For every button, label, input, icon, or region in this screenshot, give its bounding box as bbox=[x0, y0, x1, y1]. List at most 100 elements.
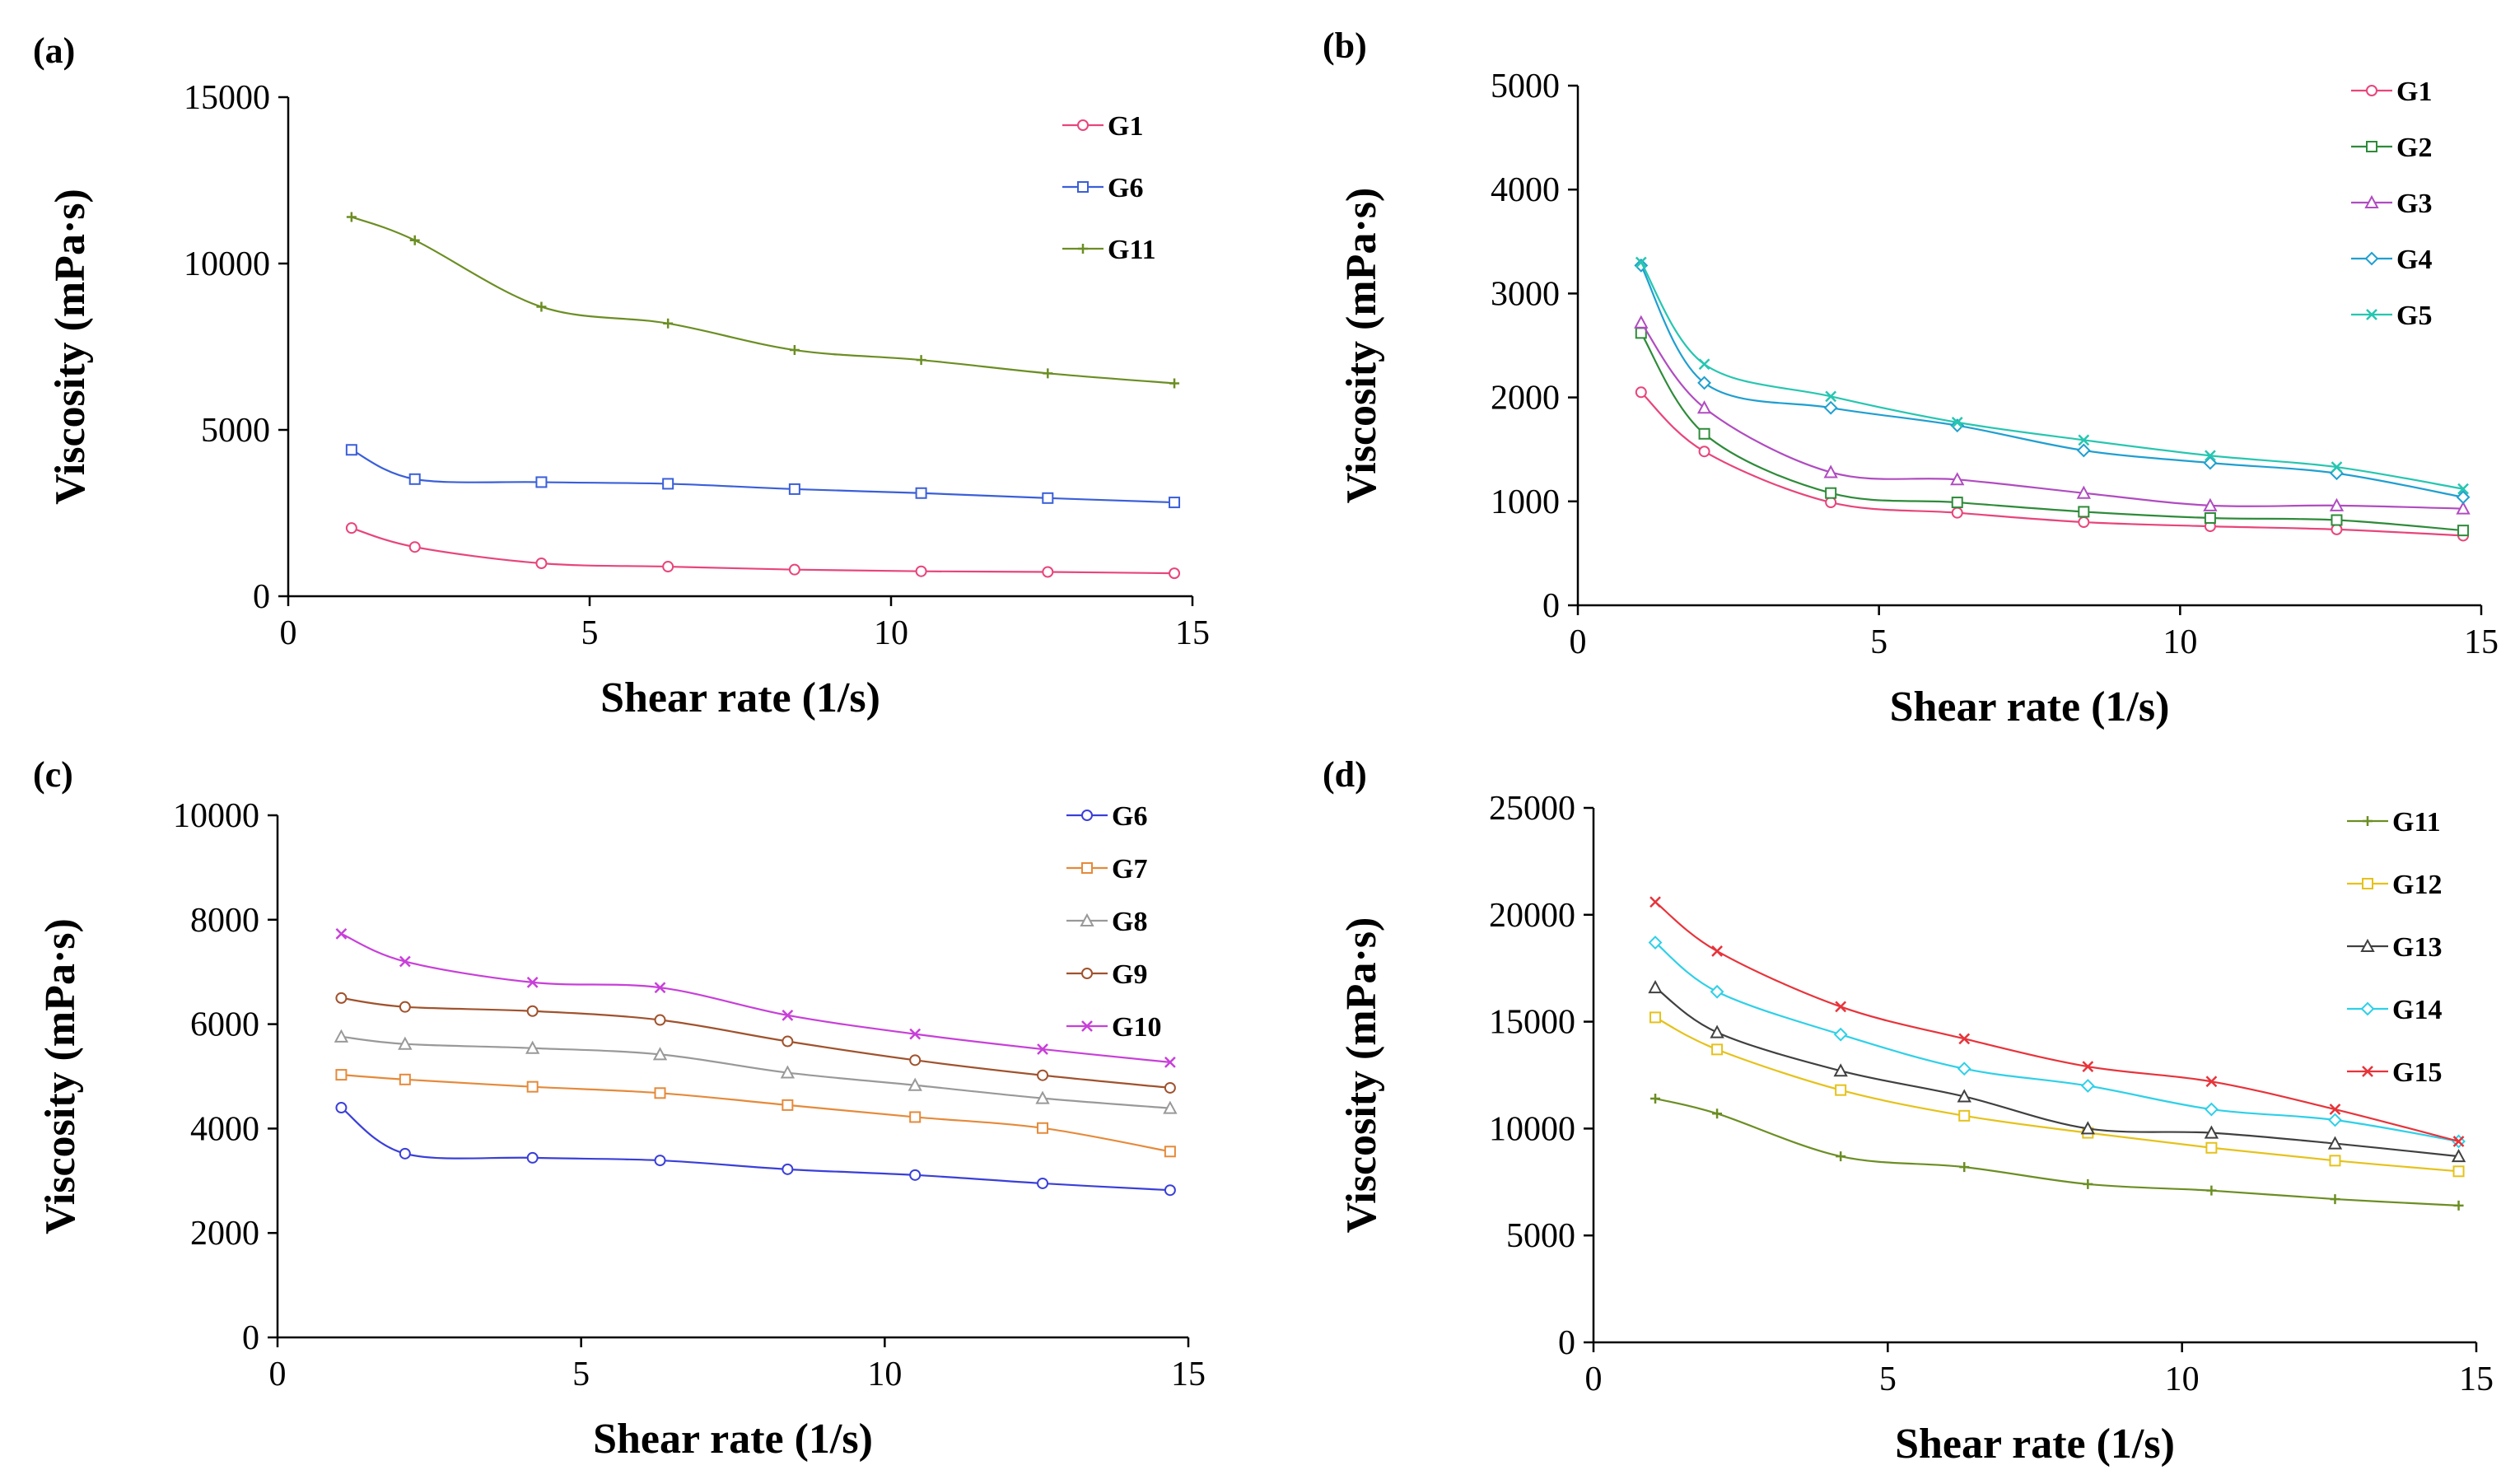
data-point bbox=[1697, 376, 1711, 390]
x-tick-label: 15 bbox=[1175, 614, 1210, 652]
series-g7 bbox=[335, 1069, 1176, 1158]
y-tick-label: 10000 bbox=[173, 797, 259, 835]
data-point bbox=[1042, 492, 1054, 504]
y-tick-label: 25000 bbox=[1489, 790, 1575, 828]
data-point bbox=[2205, 450, 2216, 462]
data-point bbox=[2457, 483, 2469, 495]
legend-label: G5 bbox=[2396, 301, 2432, 331]
data-point bbox=[1696, 400, 1712, 414]
data-point bbox=[1635, 256, 1647, 268]
series-line bbox=[351, 527, 1175, 575]
legend-marker bbox=[1081, 968, 1093, 979]
legend-item-g6: G6 bbox=[1066, 801, 1147, 832]
legend-label: G1 bbox=[2396, 77, 2432, 107]
series-g2 bbox=[1635, 327, 2470, 537]
data-point bbox=[1698, 358, 1710, 371]
data-point bbox=[1164, 1184, 1176, 1197]
data-point bbox=[1833, 1027, 1848, 1042]
legend-marker bbox=[2360, 1001, 2375, 1016]
series-line bbox=[1640, 264, 2464, 498]
x-axis-title: Shear rate (1/s) bbox=[593, 1416, 873, 1463]
legend-label: G14 bbox=[2392, 995, 2442, 1025]
data-point bbox=[1634, 315, 1649, 329]
data-point bbox=[1164, 1146, 1176, 1158]
y-tick-label: 1000 bbox=[1491, 483, 1560, 521]
data-point bbox=[1835, 1084, 1847, 1096]
data-point bbox=[1649, 896, 1661, 908]
x-tick-label: 0 bbox=[1570, 623, 1587, 661]
legend-item-g7: G7 bbox=[1066, 854, 1147, 884]
legend-label: G13 bbox=[2392, 932, 2442, 963]
x-tick-label: 15 bbox=[2459, 1360, 2494, 1398]
data-point bbox=[1957, 1062, 1971, 1076]
chart-panel-a: (a) 0 5000 10000 15000 0 5 10 15 Shear rate (1/s)… bbox=[33, 30, 1210, 721]
y-axis-title: Viscosity (mPa·s) bbox=[1338, 917, 1385, 1234]
data-point bbox=[1825, 390, 1837, 403]
legend-label: G11 bbox=[2392, 807, 2441, 838]
y-tick-label: 2000 bbox=[1491, 380, 1560, 418]
data-point bbox=[1951, 497, 1963, 509]
data-point bbox=[1951, 506, 1963, 519]
data-point bbox=[535, 476, 548, 488]
x-tick-label: 10 bbox=[874, 614, 908, 652]
data-point bbox=[335, 1069, 348, 1081]
data-point bbox=[2331, 514, 2343, 526]
data-point bbox=[1959, 1162, 1970, 1173]
chart-panel-b: (b) 0 1000 2000 3000 4000 5000 0 5 10 15 Shear rate… bbox=[1323, 26, 2499, 730]
legend-marker bbox=[2366, 309, 2377, 320]
series-g12 bbox=[1649, 1011, 2465, 1178]
series-line bbox=[341, 996, 1170, 1090]
data-point bbox=[2076, 443, 2091, 458]
data-point bbox=[780, 1065, 796, 1079]
series-g13 bbox=[1648, 979, 2466, 1163]
x-axis-title: Shear rate (1/s) bbox=[1890, 684, 2170, 730]
y-axis-title: Viscosity (mPa·s) bbox=[37, 918, 84, 1234]
legend-label: G2 bbox=[2396, 133, 2432, 163]
series-line bbox=[1654, 987, 2459, 1158]
legend-marker bbox=[1081, 810, 1093, 821]
legend-item-g9: G9 bbox=[1066, 959, 1147, 990]
legend-label: G4 bbox=[2396, 245, 2432, 275]
data-point bbox=[2457, 525, 2470, 537]
series-g6 bbox=[345, 444, 1181, 509]
data-point bbox=[1042, 566, 1054, 578]
legend-item-g14: G14 bbox=[2347, 995, 2442, 1025]
data-point bbox=[408, 473, 421, 485]
data-point bbox=[1164, 1056, 1176, 1068]
data-point bbox=[335, 1102, 348, 1114]
data-point bbox=[1649, 1011, 1662, 1024]
data-point bbox=[2083, 1178, 2093, 1189]
series-g8 bbox=[334, 1029, 1178, 1114]
data-point bbox=[1648, 979, 1663, 994]
data-point bbox=[399, 1001, 411, 1013]
x-tick-label: 10 bbox=[2165, 1360, 2200, 1398]
data-point bbox=[1711, 945, 1723, 957]
data-point bbox=[1835, 1001, 1847, 1013]
series-g5 bbox=[1635, 256, 2469, 495]
data-point bbox=[654, 1087, 666, 1099]
x-tick-label: 5 bbox=[581, 614, 599, 652]
x-tick-label: 0 bbox=[280, 614, 297, 652]
data-point bbox=[346, 212, 357, 222]
data-point bbox=[1836, 1151, 1846, 1162]
data-point bbox=[1169, 567, 1181, 580]
panel-label: (b) bbox=[1323, 26, 1367, 66]
data-point bbox=[662, 561, 674, 573]
legend-marker bbox=[1081, 1020, 1093, 1032]
y-tick-label: 10000 bbox=[1489, 1110, 1575, 1148]
data-point bbox=[335, 928, 348, 940]
series-g6 bbox=[335, 1102, 1176, 1197]
data-point bbox=[788, 563, 800, 576]
data-point bbox=[1823, 464, 1838, 478]
legend-item-g3: G3 bbox=[2351, 189, 2432, 219]
series-g11 bbox=[1650, 1094, 2464, 1211]
data-point bbox=[1958, 1033, 1971, 1045]
y-tick-label: 5000 bbox=[1491, 68, 1560, 105]
data-point bbox=[1164, 1081, 1176, 1094]
legend-label: G11 bbox=[1108, 235, 1156, 265]
data-point bbox=[1163, 1100, 1178, 1114]
series-line bbox=[1654, 1016, 2459, 1173]
y-tick-label: 2000 bbox=[190, 1215, 259, 1253]
y-tick-label: 0 bbox=[242, 1319, 259, 1357]
